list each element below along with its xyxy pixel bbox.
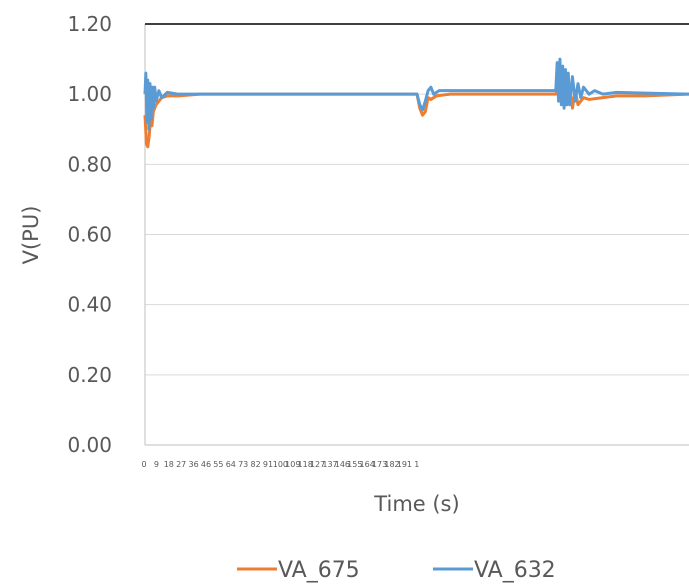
- x-tick-label: 36: [189, 460, 199, 469]
- x-tick-label: 55: [213, 460, 223, 469]
- x-tick-label: 182: [384, 460, 399, 469]
- x-tick-label: 173: [372, 460, 387, 469]
- x-tick-label: 155: [347, 460, 362, 469]
- x-tick-label: 146: [335, 460, 350, 469]
- x-tick-label: 73: [238, 460, 248, 469]
- x-tick-label: 164: [360, 460, 375, 469]
- series-lines: [143, 57, 689, 149]
- x-tick-label: 27: [176, 460, 186, 469]
- gridlines: [145, 93, 689, 376]
- legend-label: VA_675: [278, 558, 360, 583]
- series-line-va_632: [143, 57, 689, 131]
- y-tick-label: 0.40: [67, 293, 112, 317]
- x-axis-title: Time (s): [373, 492, 459, 516]
- x-tick-label: 82: [251, 460, 261, 469]
- x-tick-label: 18: [164, 460, 174, 469]
- x-tick-label: 9: [154, 460, 159, 469]
- y-tick-label: 1.20: [67, 12, 112, 36]
- y-tick-label: 0.20: [67, 363, 112, 387]
- x-tick-label: 100: [273, 460, 288, 469]
- y-axis-title: V(PU): [19, 206, 43, 265]
- y-tick-label: 0.60: [67, 223, 112, 247]
- x-tick-label: 64: [226, 460, 236, 469]
- x-tick-label: 109: [285, 460, 300, 469]
- y-tick-label: 0.00: [67, 433, 112, 457]
- x-tick-label: 118: [298, 460, 313, 469]
- y-tick-label: 0.80: [67, 152, 112, 176]
- x-tick-label: 1: [414, 460, 419, 469]
- x-tick-label: 0: [141, 460, 146, 469]
- x-tick-label: 127: [310, 460, 325, 469]
- x-axis-ticks: 0 9 18 27 36 46 55 64 73 82 91 10010911812713714615…: [141, 460, 419, 469]
- y-tick-label: 1.00: [67, 82, 112, 106]
- x-tick-label: 91: [263, 460, 273, 469]
- legend: VA_675 VA_632: [237, 558, 556, 583]
- y-axis-ticks: 0.00 0.20 0.40 0.60 0.80 1.00 1.20: [67, 12, 112, 457]
- x-tick-label: 137: [322, 460, 337, 469]
- legend-label: VA_632: [474, 558, 556, 583]
- x-tick-label: 191: [397, 460, 412, 469]
- x-tick-label: 46: [201, 460, 211, 469]
